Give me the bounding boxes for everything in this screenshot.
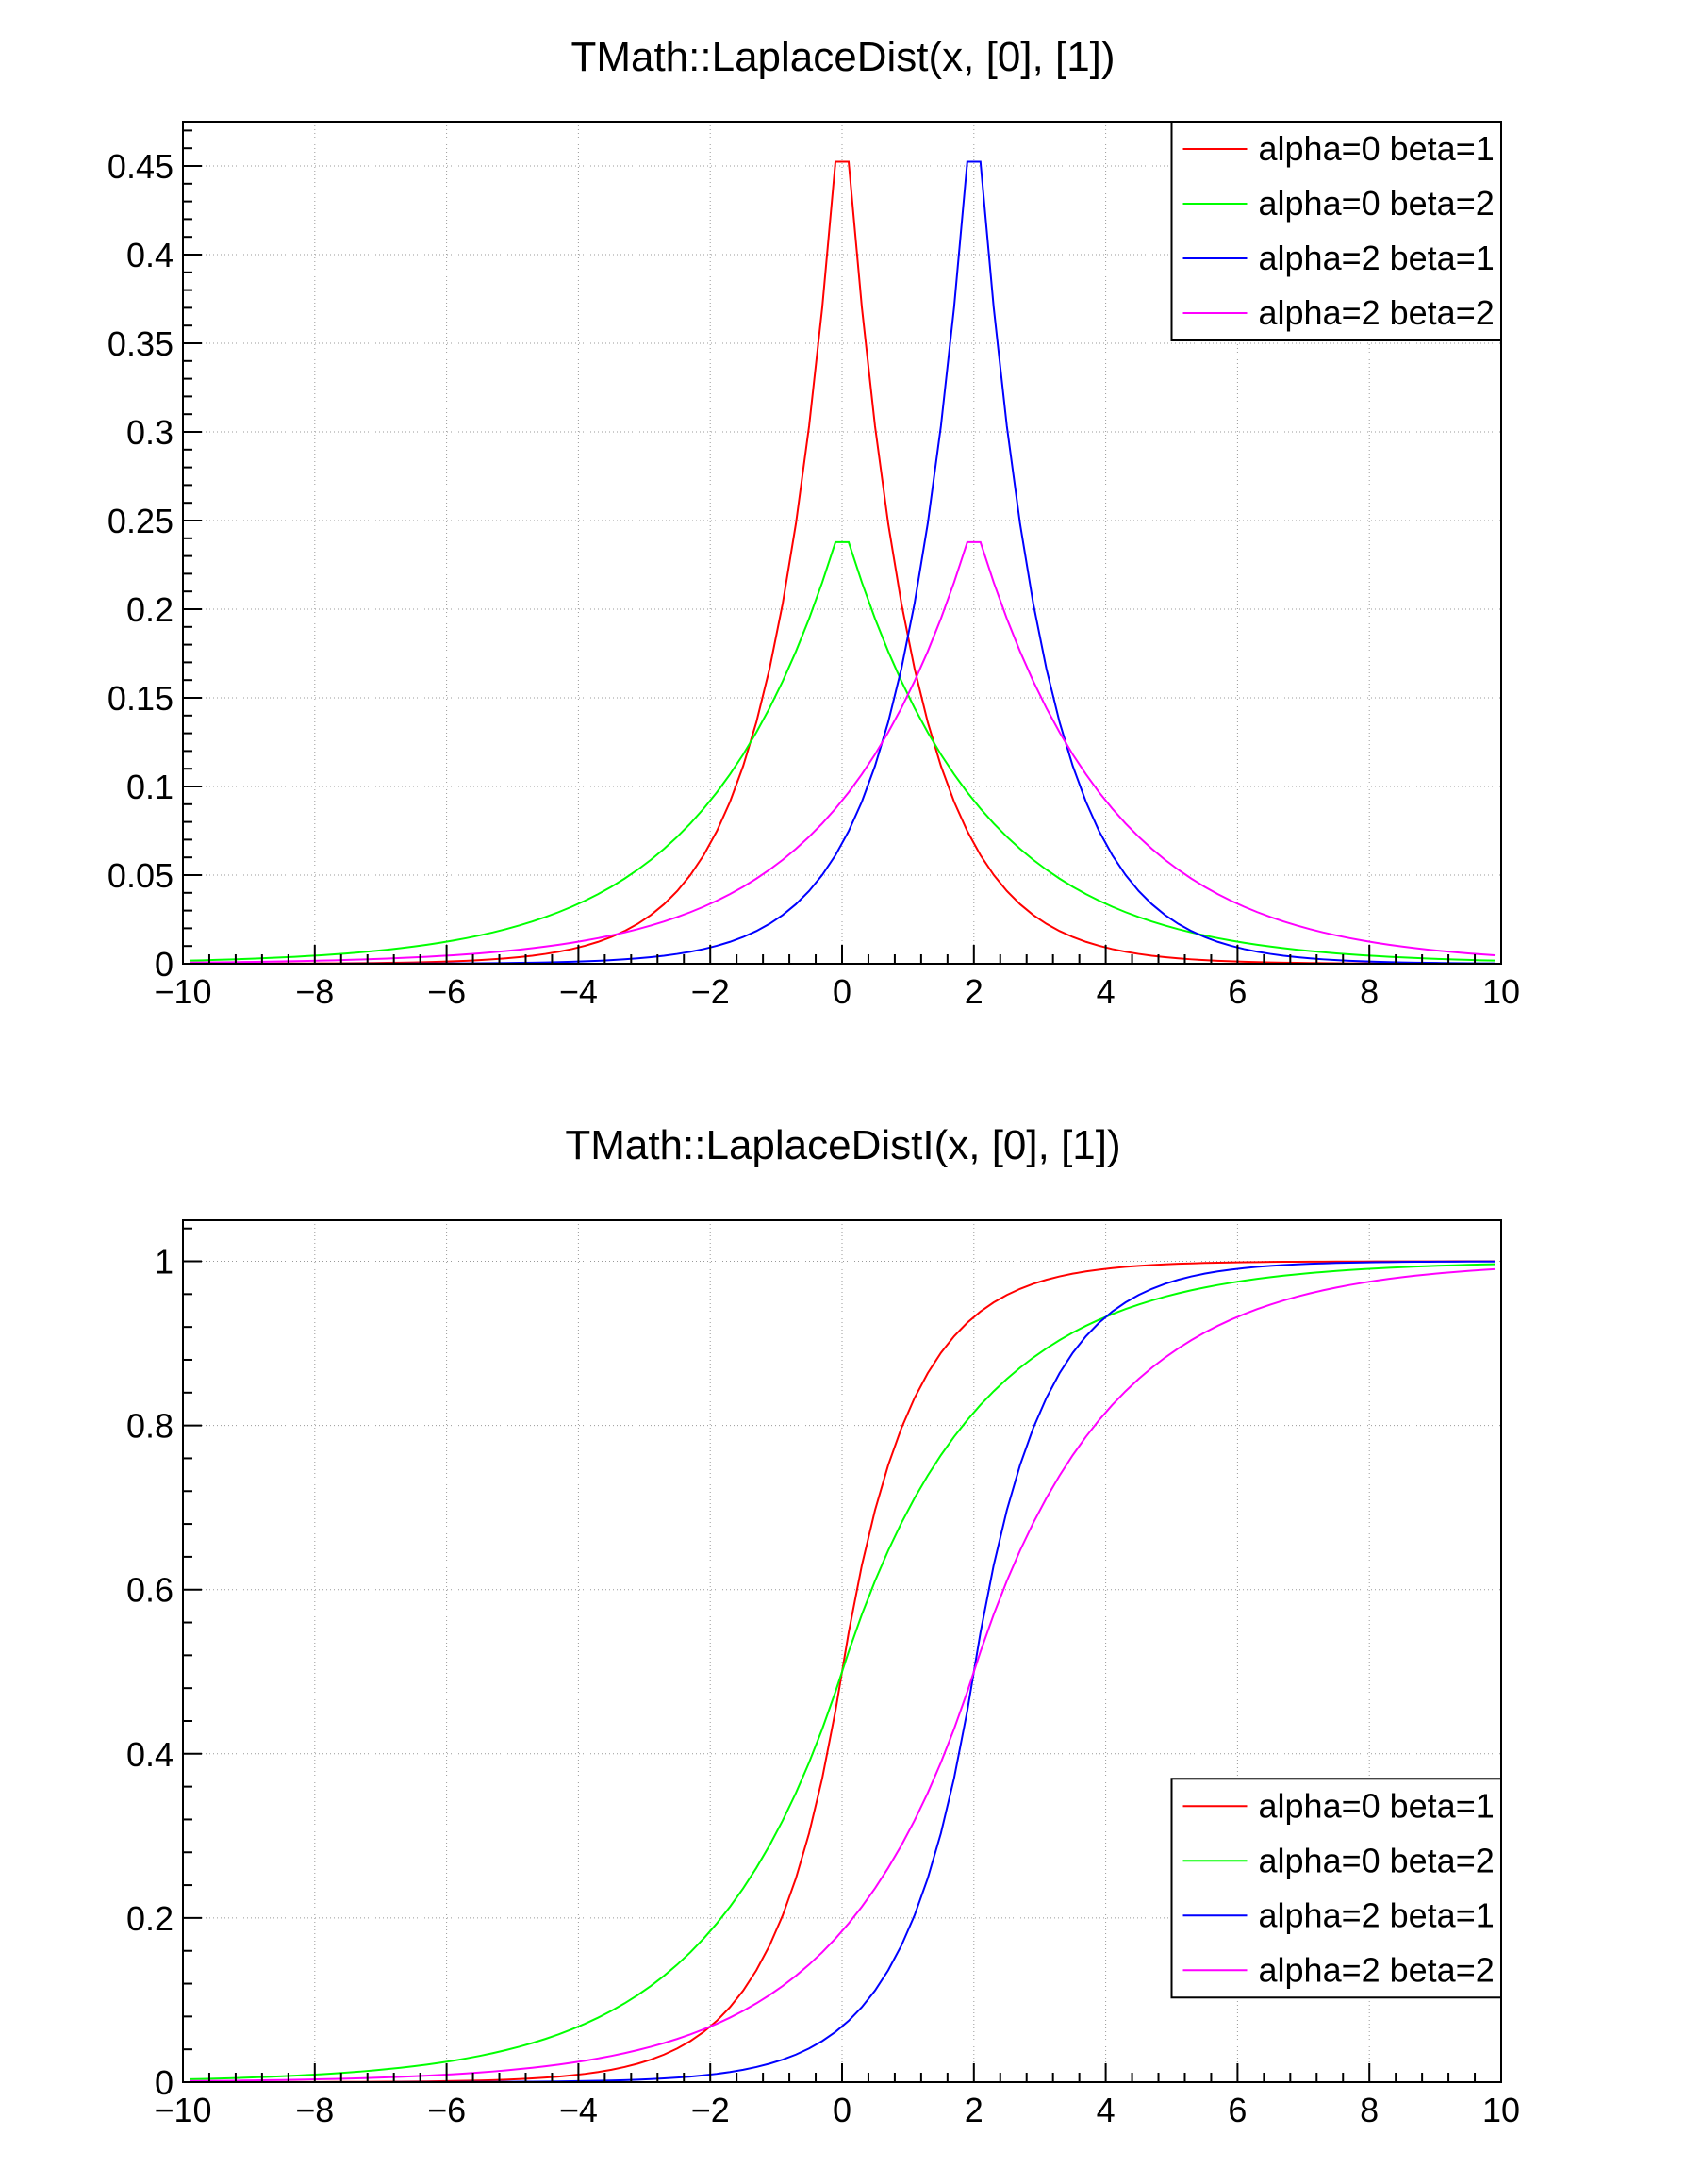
x-tick-label: −4 [559,2091,598,2129]
legend-box [1170,1778,1502,1999]
x-tick-label: −8 [295,972,334,1011]
x-tick-label: 2 [965,972,984,1011]
y-tick-label: 0.2 [126,1899,174,1938]
y-tick-label: 0.1 [126,768,174,806]
series-alpha-0-beta-1 [189,160,1496,964]
x-tick-label: 8 [1360,2091,1379,2129]
legend-label: alpha=0 beta=2 [1259,184,1495,223]
y-tick-label: 0 [155,2063,174,2102]
legend: alpha=0 beta=1 alpha=0 beta=2 alpha=2 beta… [1170,1778,1502,1999]
y-tick-label: 0.25 [107,502,174,540]
cdf-chart-title: TMath::LaplaceDistI(x, [0], [1]) [565,1122,1121,1168]
x-tick-label: −4 [559,972,598,1011]
y-tick-label: 0 [155,945,174,984]
legend-label: alpha=2 beta=2 [1259,1950,1495,1989]
y-tick-label: 0.15 [107,679,174,718]
series-alpha-2-beta-2 [189,540,1496,964]
y-tick-label: 0.3 [126,413,174,452]
x-tick-label: 2 [965,2091,984,2129]
x-tick-label: 4 [1097,2091,1116,2129]
legend-label: alpha=2 beta=2 [1259,293,1495,332]
y-tick-label: 0.05 [107,856,174,895]
laplace-cdf-chart: −10 −8 −6 −4 −2 0 2 4 6 8 10 0 0.2 0.4 0.6 0.8 1 alpha=0 … [126,1219,1520,2129]
x-tick-label: −2 [691,972,730,1011]
axis-ticks [182,1227,1502,2083]
y-tick-label: 0.6 [126,1571,174,1610]
y-tick-label: 0.45 [107,147,174,186]
x-tick-label: 10 [1482,972,1520,1011]
legend-label: alpha=0 beta=2 [1259,1841,1495,1879]
x-tick-label: −6 [427,2091,466,2129]
y-tick-label: 0.4 [126,1735,174,1774]
x-tick-label: 8 [1360,972,1379,1011]
x-tick-label: 6 [1228,972,1247,1011]
y-tick-label: 0.4 [126,236,174,274]
pdf-chart-title: TMath::LaplaceDist(x, [0], [1]) [570,34,1116,80]
x-tick-label: −10 [154,2091,211,2129]
x-tick-label: −6 [427,972,466,1011]
x-tick-label: 6 [1228,2091,1247,2129]
legend-label: alpha=0 beta=1 [1259,129,1495,168]
axis-labels: −10 −8 −6 −4 −2 0 2 4 6 8 10 0 0.05 0.1 0.15 0.2 0.25 0.3… [107,147,1520,1011]
x-tick-label: 0 [833,972,851,1011]
series-alpha-0-beta-2 [189,540,1496,962]
series-alpha-2-beta-2 [189,1267,1496,2082]
axis-ticks [182,129,1502,965]
x-tick-label: 10 [1482,2091,1520,2129]
legend-label: alpha=0 beta=1 [1259,1786,1495,1825]
laplace-pdf-chart: −10 −8 −6 −4 −2 0 2 4 6 8 10 0 0.05 0.1 0.15 0.2 0.25 0.3… [107,121,1520,1011]
series-alpha-0-beta-2 [189,1263,1496,2080]
y-tick-label: 0.2 [126,590,174,629]
axis-labels: −10 −8 −6 −4 −2 0 2 4 6 8 10 0 0.2 0.4 0.6 0.8 1 [126,1243,1520,2129]
x-tick-label: −8 [295,2091,334,2129]
x-tick-label: −2 [691,2091,730,2129]
x-tick-label: −10 [154,972,211,1011]
legend-box [1170,121,1502,341]
x-tick-label: 0 [833,2091,851,2129]
y-tick-label: 1 [155,1243,174,1282]
x-tick-label: 4 [1097,972,1116,1011]
legend-label: alpha=2 beta=1 [1259,239,1495,277]
y-tick-label: 0.8 [126,1407,174,1446]
legend-label: alpha=2 beta=1 [1259,1895,1495,1934]
legend: alpha=0 beta=1 alpha=0 beta=2 alpha=2 beta… [1170,121,1502,341]
y-tick-label: 0.35 [107,324,174,363]
